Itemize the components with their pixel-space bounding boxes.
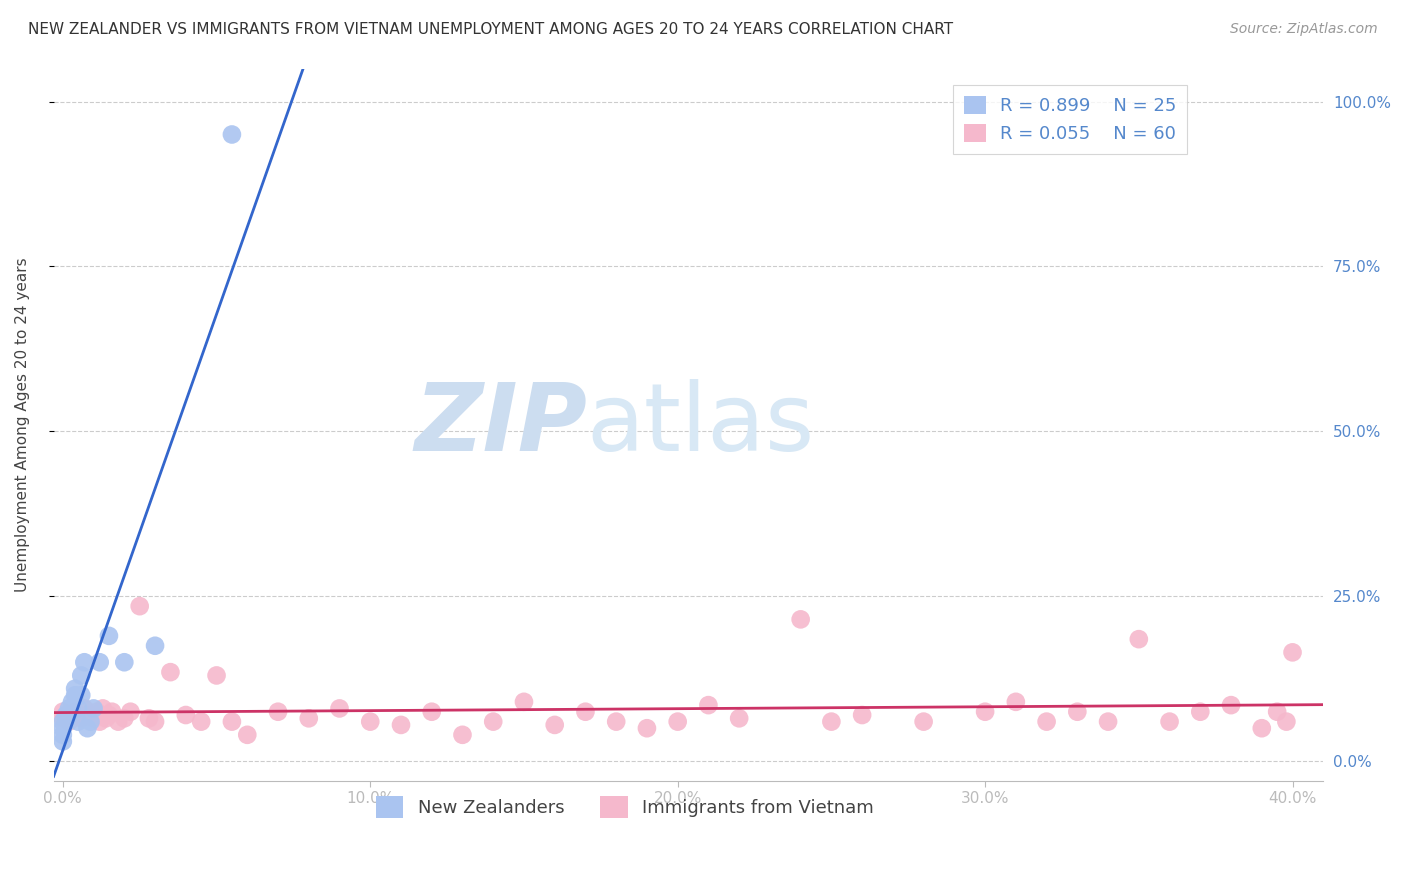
Point bbox=[174, 708, 197, 723]
Point bbox=[851, 708, 873, 723]
Point bbox=[70, 688, 93, 702]
Point bbox=[86, 705, 108, 719]
Point bbox=[974, 705, 997, 719]
Point bbox=[89, 655, 111, 669]
Point bbox=[76, 721, 98, 735]
Point bbox=[697, 698, 720, 713]
Point bbox=[143, 714, 166, 729]
Point bbox=[1159, 714, 1181, 729]
Y-axis label: Unemployment Among Ages 20 to 24 years: Unemployment Among Ages 20 to 24 years bbox=[15, 258, 30, 592]
Point bbox=[221, 128, 243, 142]
Point bbox=[482, 714, 505, 729]
Point bbox=[52, 705, 75, 719]
Text: ZIP: ZIP bbox=[413, 379, 586, 471]
Point bbox=[544, 718, 567, 732]
Point bbox=[789, 612, 811, 626]
Point bbox=[67, 708, 90, 723]
Point bbox=[359, 714, 381, 729]
Point bbox=[67, 701, 90, 715]
Point bbox=[83, 711, 105, 725]
Point bbox=[94, 711, 117, 725]
Point bbox=[58, 708, 80, 723]
Point bbox=[820, 714, 842, 729]
Point bbox=[1265, 705, 1288, 719]
Point bbox=[67, 714, 90, 729]
Point bbox=[128, 599, 150, 614]
Point bbox=[267, 705, 290, 719]
Point bbox=[70, 668, 93, 682]
Point bbox=[112, 711, 135, 725]
Point bbox=[83, 701, 105, 715]
Point bbox=[89, 714, 111, 729]
Point bbox=[728, 711, 751, 725]
Point bbox=[60, 695, 83, 709]
Point bbox=[97, 708, 120, 723]
Point bbox=[73, 655, 96, 669]
Text: Source: ZipAtlas.com: Source: ZipAtlas.com bbox=[1230, 22, 1378, 37]
Point bbox=[107, 714, 129, 729]
Point bbox=[52, 714, 75, 729]
Point bbox=[605, 714, 627, 729]
Point bbox=[513, 695, 536, 709]
Point bbox=[159, 665, 181, 680]
Point bbox=[101, 705, 124, 719]
Point bbox=[420, 705, 443, 719]
Point bbox=[221, 714, 243, 729]
Point bbox=[1189, 705, 1212, 719]
Point bbox=[298, 711, 321, 725]
Point bbox=[63, 705, 86, 719]
Point bbox=[143, 639, 166, 653]
Point bbox=[205, 668, 228, 682]
Point bbox=[1275, 714, 1298, 729]
Point bbox=[63, 681, 86, 696]
Point bbox=[1035, 714, 1057, 729]
Point bbox=[76, 708, 98, 723]
Point bbox=[328, 701, 350, 715]
Point bbox=[58, 714, 80, 729]
Point bbox=[138, 711, 160, 725]
Point bbox=[236, 728, 259, 742]
Point bbox=[52, 728, 75, 742]
Point bbox=[63, 688, 86, 702]
Point bbox=[574, 705, 596, 719]
Point bbox=[52, 711, 75, 725]
Point bbox=[389, 718, 412, 732]
Point bbox=[912, 714, 935, 729]
Point bbox=[451, 728, 474, 742]
Text: atlas: atlas bbox=[586, 379, 815, 471]
Point bbox=[70, 711, 93, 725]
Point bbox=[55, 708, 77, 723]
Point bbox=[1005, 695, 1028, 709]
Point bbox=[73, 701, 96, 715]
Text: NEW ZEALANDER VS IMMIGRANTS FROM VIETNAM UNEMPLOYMENT AMONG AGES 20 TO 24 YEARS : NEW ZEALANDER VS IMMIGRANTS FROM VIETNAM… bbox=[28, 22, 953, 37]
Point bbox=[1281, 645, 1303, 659]
Point bbox=[60, 701, 83, 715]
Point bbox=[52, 734, 75, 748]
Point bbox=[190, 714, 212, 729]
Point bbox=[666, 714, 689, 729]
Point bbox=[55, 714, 77, 729]
Point bbox=[120, 705, 142, 719]
Point bbox=[79, 714, 101, 729]
Point bbox=[1097, 714, 1119, 729]
Legend: New Zealanders, Immigrants from Vietnam: New Zealanders, Immigrants from Vietnam bbox=[368, 789, 882, 825]
Point bbox=[112, 655, 135, 669]
Point bbox=[97, 629, 120, 643]
Point bbox=[58, 701, 80, 715]
Point bbox=[1066, 705, 1088, 719]
Point bbox=[52, 721, 75, 735]
Point bbox=[1220, 698, 1243, 713]
Point bbox=[91, 701, 114, 715]
Point bbox=[1128, 632, 1150, 647]
Point bbox=[1250, 721, 1272, 735]
Point bbox=[636, 721, 658, 735]
